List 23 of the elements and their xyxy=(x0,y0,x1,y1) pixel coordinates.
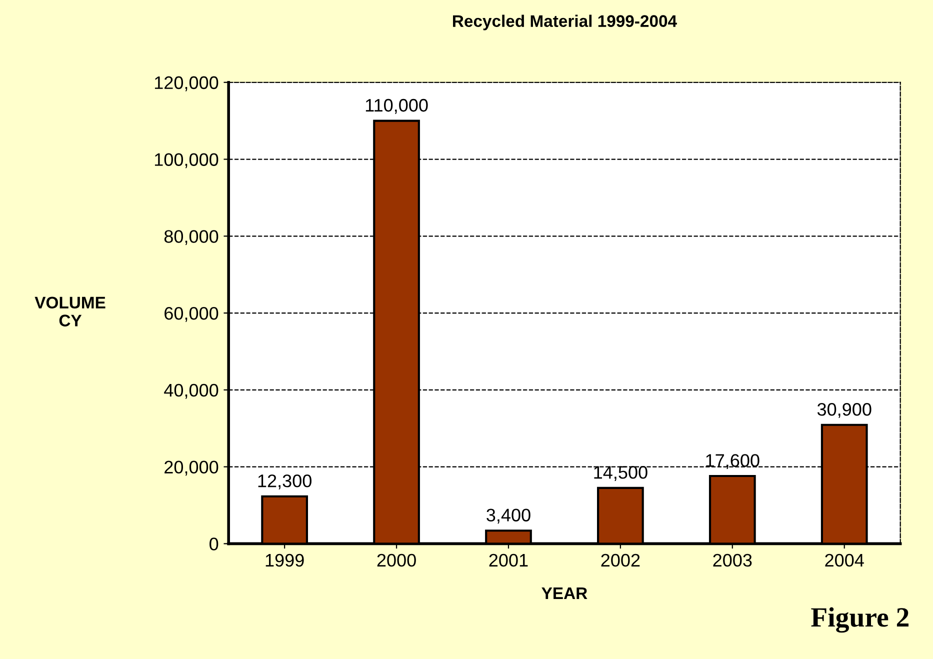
data-label: 12,300 xyxy=(258,474,312,490)
y-tick-label: 100,000 xyxy=(154,153,218,168)
x-tick-label: 2003 xyxy=(713,554,752,567)
x-tick-label: 1999 xyxy=(266,554,304,567)
y-tick-label: 40,000 xyxy=(164,384,218,399)
y-tick-label: 80,000 xyxy=(164,230,218,245)
data-label: 14,500 xyxy=(594,466,648,481)
data-label: 30,900 xyxy=(817,402,872,418)
x-tick-label: 2002 xyxy=(601,554,640,567)
x-tick-label: 2004 xyxy=(825,554,864,567)
x-tick-label: 2001 xyxy=(489,554,528,567)
caption: Figure 2 xyxy=(811,607,908,633)
y-axis-title: VOLUME CY xyxy=(34,296,106,326)
data-label: 3,400 xyxy=(486,508,530,524)
x-axis-title: YEAR xyxy=(542,588,588,599)
x-tick-label: 2000 xyxy=(377,554,416,567)
data-label: 110,000 xyxy=(366,98,428,114)
y-tick-label: 120,000 xyxy=(154,76,218,92)
y-tick-label: 20,000 xyxy=(164,460,218,476)
chart-title: Recycled Material 1999-2004 xyxy=(453,14,677,30)
y-tick-label: 0 xyxy=(210,538,218,550)
data-label: 17,600 xyxy=(706,454,760,470)
y-tick-label: 60,000 xyxy=(164,306,218,322)
